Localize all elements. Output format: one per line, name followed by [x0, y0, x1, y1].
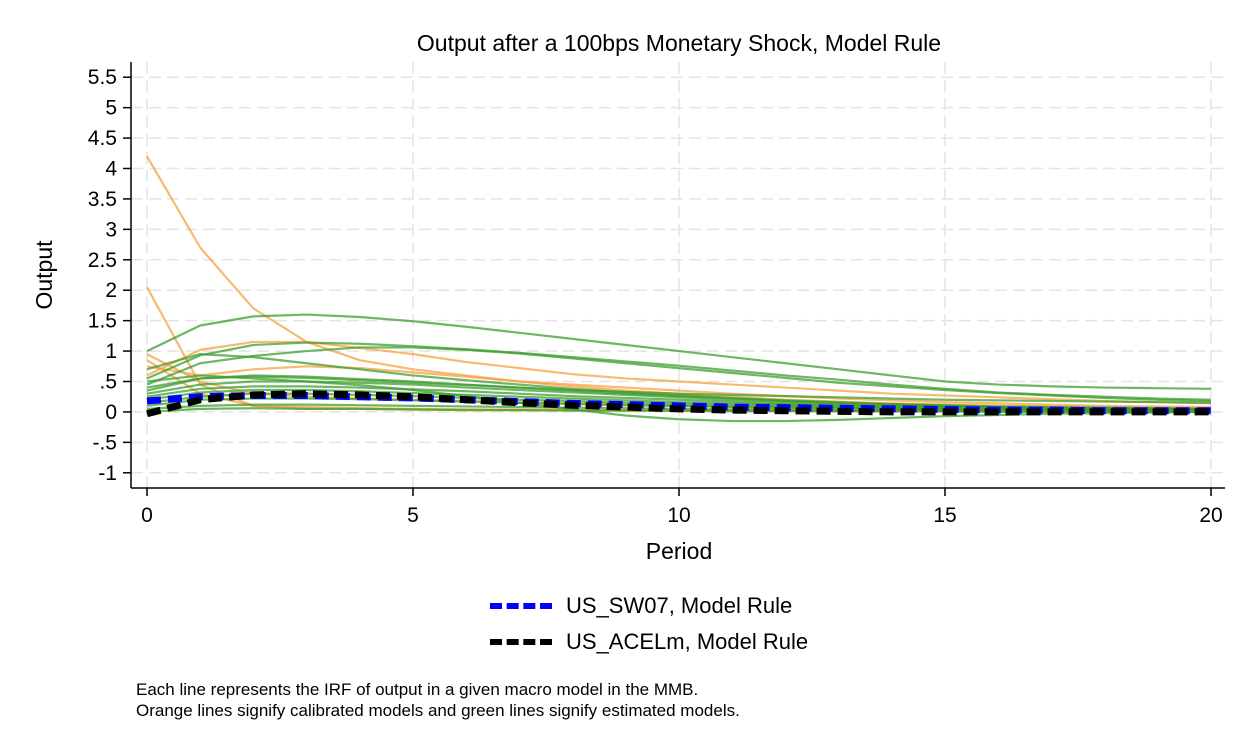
legend-label-sw07: US_SW07, Model Rule [566, 593, 793, 618]
highlight-series [146, 390, 1211, 418]
y-tick-label: 5.5 [88, 66, 117, 89]
x-tick-label: 20 [1199, 504, 1222, 527]
y-tick-label: 1.5 [88, 310, 117, 333]
acelm-series-line [146, 390, 1211, 418]
note-line-1: Each line represents the IRF of output i… [136, 680, 699, 699]
chart-title: Output after a 100bps Monetary Shock, Mo… [417, 30, 941, 56]
y-tick-label: 3.5 [88, 188, 117, 211]
grid-lines [131, 62, 1225, 488]
legend-item-acelm: US_ACELm, Model Rule [490, 629, 808, 655]
y-tick-label: 0 [105, 401, 117, 424]
legend-item-sw07: US_SW07, Model Rule [490, 593, 792, 619]
y-tick-label: -1 [98, 462, 117, 485]
legend-label-acelm: US_ACELm, Model Rule [566, 629, 809, 654]
y-tick-label: 3 [105, 218, 117, 241]
y-axis-label: Output [31, 240, 57, 310]
estimated-model-line [146, 313, 1212, 390]
legend-key-acelm [490, 639, 552, 645]
y-tick-label: 1 [105, 340, 117, 363]
x-tick-label: 10 [667, 504, 690, 527]
note-line-2: Orange lines signify calibrated models a… [136, 701, 740, 720]
legend-key-sw07 [490, 603, 552, 609]
y-tick-label: 2 [105, 279, 117, 302]
x-tick-label: 5 [407, 504, 419, 527]
x-axis-label: Period [646, 538, 712, 564]
estimated-model-line [146, 346, 1212, 403]
axes: -1 -.5 0 .5 1 1.5 2 2.5 3 3.5 4 4.5 5 5.5 0 5 10 15 20 [88, 62, 1225, 527]
y-tick-label: .5 [99, 371, 117, 394]
estimated-model-line [146, 375, 1212, 404]
y-tick-label: 2.5 [88, 249, 117, 272]
y-tick-label: 4 [105, 158, 117, 181]
y-tick-label: -.5 [92, 431, 117, 454]
calibrated-model-line [146, 365, 1212, 409]
irf-line-chart: -1 -.5 0 .5 1 1.5 2 2.5 3 3.5 4 4.5 5 5.5 0 5 10 15 20 Out… [31, 30, 1225, 564]
x-tick-label: 0 [141, 504, 153, 527]
y-tick-label: 4.5 [88, 127, 117, 150]
x-tick-label: 15 [933, 504, 956, 527]
y-tick-label: 5 [105, 97, 117, 120]
